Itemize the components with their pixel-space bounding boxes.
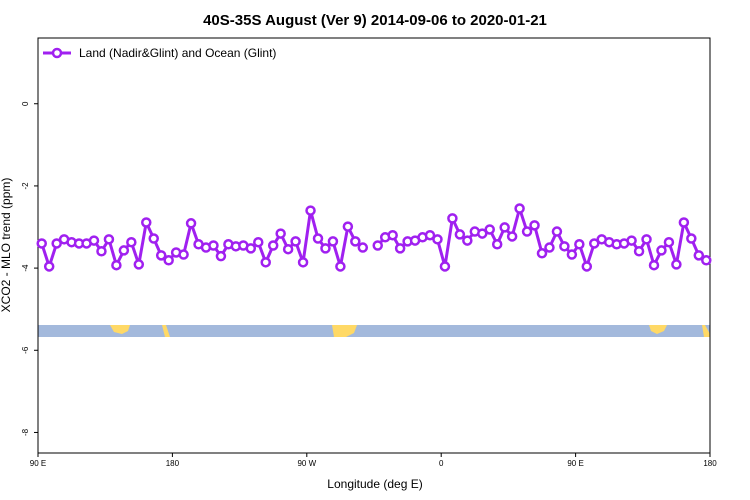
point <box>491 239 503 250</box>
point <box>581 261 593 272</box>
point <box>215 250 227 262</box>
point <box>544 242 555 253</box>
point <box>447 213 458 224</box>
land <box>702 325 710 337</box>
point <box>701 255 712 266</box>
y-tick-label: 0 <box>21 101 30 106</box>
legend-marker <box>51 47 63 59</box>
point <box>394 243 406 254</box>
point <box>424 229 436 241</box>
point <box>656 245 667 256</box>
point <box>566 249 578 260</box>
point <box>163 255 174 266</box>
y-tick-label: -4 <box>21 264 30 272</box>
x-tick-label: 180 <box>166 459 180 468</box>
point <box>641 234 652 245</box>
point <box>671 259 682 270</box>
point <box>663 236 675 248</box>
point <box>633 246 645 257</box>
point <box>118 245 130 256</box>
x-tick-label: 90 E <box>30 459 46 468</box>
point <box>43 261 55 272</box>
x-tick-label: 90 W <box>297 459 316 468</box>
point <box>103 234 115 245</box>
point <box>342 221 354 232</box>
point <box>521 226 533 237</box>
point <box>536 248 548 259</box>
y-axis-label: XCO2 - MLO trend (ppm) <box>0 178 13 313</box>
point <box>36 238 47 249</box>
land <box>649 325 667 334</box>
y-tick-label: -8 <box>21 428 30 436</box>
point <box>357 242 369 253</box>
point <box>693 250 705 261</box>
point <box>111 259 122 271</box>
point <box>454 229 466 240</box>
point <box>126 236 137 248</box>
point <box>551 226 563 237</box>
point <box>432 234 443 245</box>
point <box>678 217 690 228</box>
land <box>110 325 130 334</box>
point <box>335 261 346 272</box>
point <box>260 257 271 268</box>
point <box>290 236 301 247</box>
point <box>439 261 451 272</box>
point <box>484 224 495 235</box>
point <box>245 243 257 254</box>
point <box>208 240 219 251</box>
land <box>332 325 357 337</box>
point <box>275 228 286 239</box>
point <box>305 205 316 216</box>
point <box>133 259 145 270</box>
point <box>574 239 585 250</box>
ocean-band <box>38 325 710 337</box>
point <box>178 249 189 260</box>
point <box>462 235 473 246</box>
point <box>350 236 361 247</box>
chart-title: 40S-35S August (Ver 9) 2014-09-06 to 202… <box>203 12 547 29</box>
point <box>514 203 525 214</box>
map-strip <box>38 325 710 337</box>
x-tick-label: 90 E <box>567 459 583 468</box>
point <box>499 222 510 233</box>
point <box>327 236 339 247</box>
point <box>267 240 279 251</box>
point <box>589 238 600 249</box>
land <box>162 325 170 337</box>
point <box>626 235 637 246</box>
point <box>297 257 309 268</box>
x-tick-label: 180 <box>703 459 717 468</box>
x-axis-label: Longitude (deg E) <box>327 477 422 491</box>
point <box>51 238 62 249</box>
point <box>282 243 294 255</box>
point <box>387 229 398 241</box>
point <box>185 218 197 229</box>
point <box>477 228 488 239</box>
point <box>529 220 540 231</box>
legend-label: Land (Nadir&Glint) and Ocean (Glint) <box>79 46 276 60</box>
point <box>88 235 100 246</box>
y-tick-label: -2 <box>21 182 30 190</box>
point <box>648 259 660 271</box>
point <box>686 233 697 244</box>
point <box>141 217 152 228</box>
point <box>320 243 331 254</box>
point <box>148 233 159 244</box>
point <box>312 233 324 244</box>
point <box>372 240 383 251</box>
point <box>253 236 264 248</box>
x-tick-label: 0 <box>439 459 444 468</box>
y-tick-label: -6 <box>21 346 30 354</box>
point <box>155 250 167 261</box>
point <box>506 231 518 242</box>
point <box>96 246 107 257</box>
point <box>559 241 570 252</box>
